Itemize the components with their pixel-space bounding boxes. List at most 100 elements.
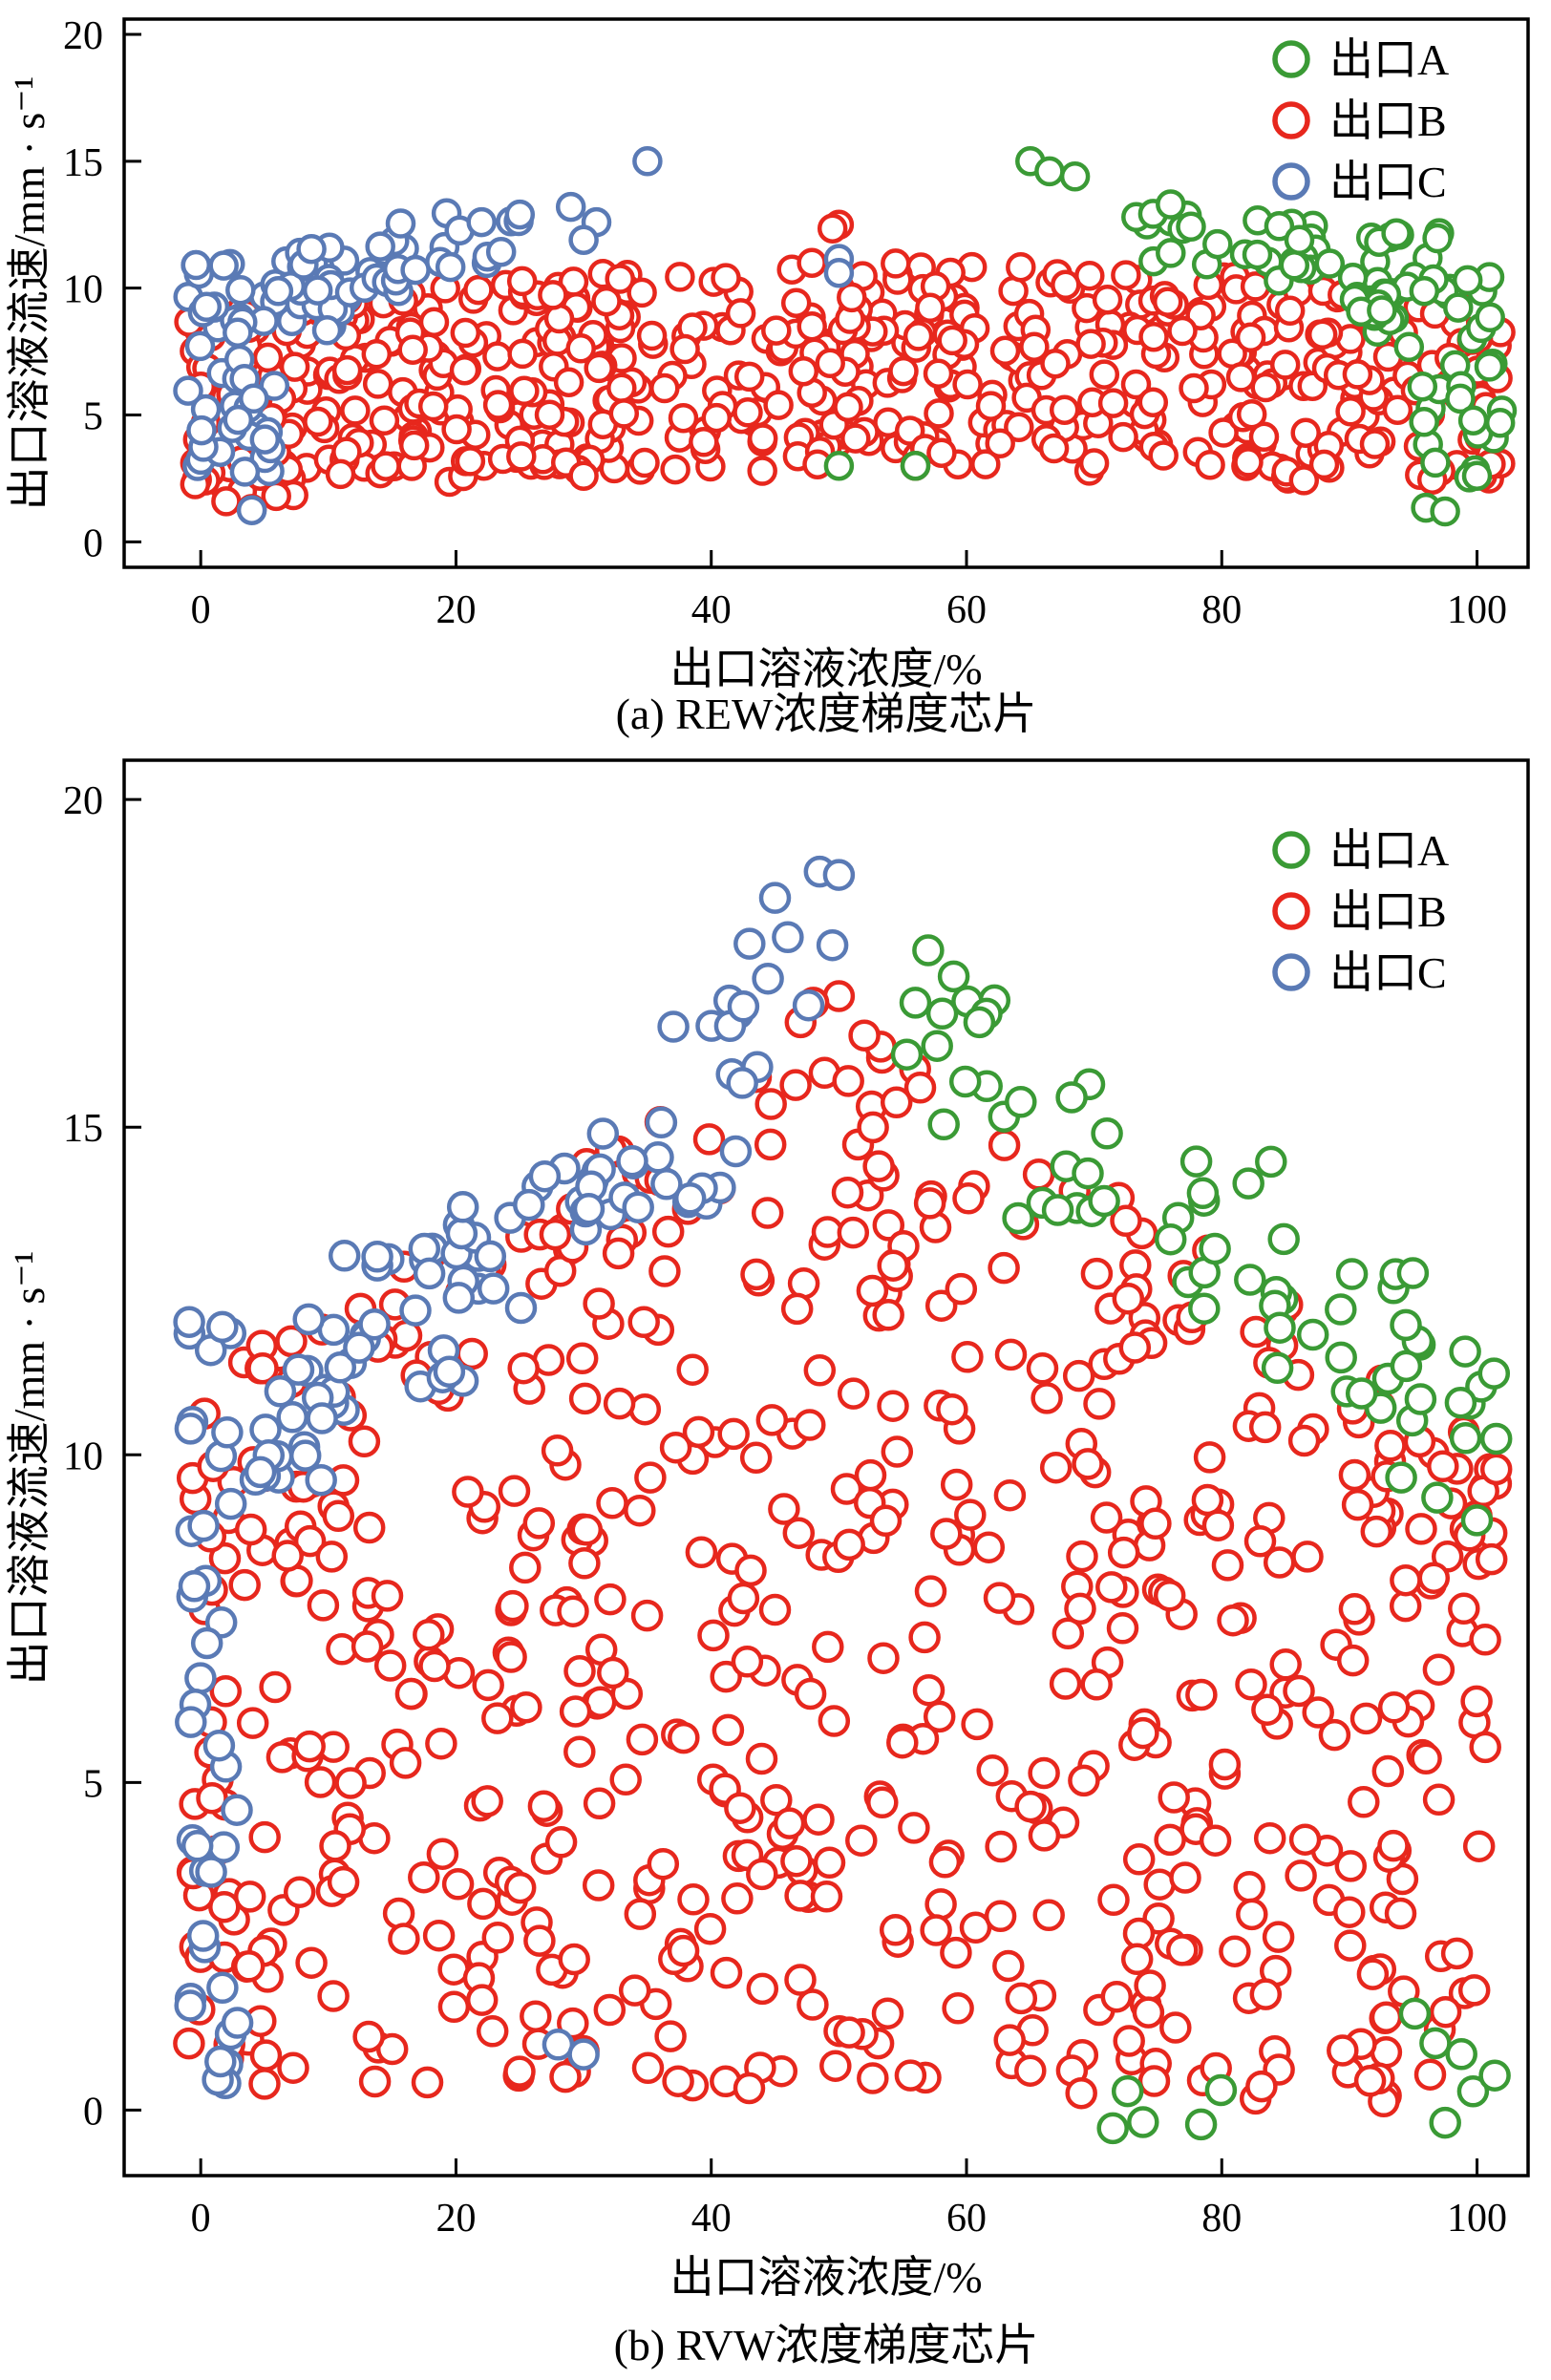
data-point (1477, 1357, 1511, 1390)
data-point (1307, 319, 1338, 351)
data-point (1429, 2106, 1461, 2139)
data-point (1462, 1830, 1496, 1862)
data-point (358, 1307, 391, 1341)
data-point (246, 1351, 279, 1385)
data-point (803, 1354, 837, 1387)
data-point (1199, 1824, 1232, 1857)
data-point (1393, 331, 1425, 363)
data-point (315, 1541, 349, 1573)
data-point (1108, 421, 1138, 453)
data-point (701, 402, 733, 434)
data-point (1290, 417, 1321, 448)
data-point (482, 390, 514, 420)
data-point (1422, 223, 1453, 254)
data-point (187, 1509, 220, 1542)
data-point (1261, 1351, 1294, 1385)
data-point (1335, 396, 1366, 427)
x-axis-title: 出口溶液浓度/% (669, 645, 982, 688)
legend-label: 出口B (1329, 96, 1447, 145)
data-point (1269, 350, 1301, 380)
data-point (727, 990, 760, 1023)
data-point (1456, 2075, 1490, 2108)
data-point (452, 1476, 484, 1508)
data-point (1264, 211, 1295, 242)
data-point (352, 2020, 385, 2053)
data-point (568, 1382, 602, 1415)
data-point (677, 1883, 710, 1916)
data-point (1188, 1292, 1221, 1325)
data-point (928, 1846, 962, 1879)
data-point (184, 1662, 217, 1694)
legend-marker (1272, 831, 1310, 869)
legend-marker (1272, 162, 1310, 201)
data-point (1051, 269, 1081, 301)
legend-label: 出口C (1329, 948, 1447, 997)
data-point (211, 486, 242, 517)
data-point (1338, 1458, 1371, 1492)
data-point (1449, 1422, 1482, 1455)
data-point (648, 1255, 681, 1287)
data-point (1204, 2073, 1238, 2107)
data-point (993, 2024, 1026, 2056)
data-point (1342, 359, 1373, 390)
x-tick-label: 20 (436, 2197, 476, 2241)
data-point (1107, 1536, 1140, 1569)
data-point (229, 457, 261, 487)
data-point (634, 1461, 667, 1494)
data-point (225, 274, 256, 306)
data-point (1335, 1258, 1369, 1290)
data-point (1448, 1592, 1480, 1626)
data-point (570, 1514, 604, 1546)
data-point (609, 1763, 642, 1796)
data-point (1461, 460, 1493, 492)
data-point (914, 1575, 947, 1607)
data-point (877, 1249, 909, 1282)
data-point (295, 1946, 328, 1979)
data-point (1236, 398, 1267, 430)
data-point (1233, 447, 1264, 478)
data-point (523, 1924, 556, 1957)
data-point (668, 1721, 700, 1754)
data-point (1030, 1382, 1063, 1414)
data-point (1409, 407, 1439, 437)
data-point (1179, 1145, 1213, 1178)
data-point (1469, 1624, 1501, 1656)
data-point (1390, 1308, 1422, 1342)
data-point (1039, 1451, 1073, 1484)
figure-a: 0 20 40 60 80 100 0 5 10 15 20 出口溶液浓度/% 出口溶液流速/mm · … (0, 8, 1551, 741)
data-point (279, 351, 310, 382)
data-point (1345, 1377, 1378, 1410)
figure-b: 0 20 40 60 80 100 0 5 10 15 20 出口溶液浓度/% 出口溶液流速/mm · … (0, 741, 1551, 2372)
data-point (787, 1267, 820, 1300)
data-point (1080, 1668, 1113, 1701)
data-point (358, 2065, 392, 2098)
data-point (1381, 218, 1412, 249)
data-point (1385, 1461, 1417, 1494)
data-point (544, 1826, 578, 1859)
data-point (773, 1807, 806, 1839)
data-point (513, 1188, 545, 1222)
data-point (506, 441, 537, 472)
data-point (305, 1463, 337, 1497)
data-point (221, 2007, 254, 2039)
data-point (1138, 321, 1169, 352)
data-point (668, 402, 699, 434)
data-point (1334, 1929, 1367, 1962)
data-point (474, 1240, 507, 1273)
data-point (819, 2050, 852, 2082)
data-point (263, 276, 294, 307)
data-point (920, 1914, 952, 1946)
points-layer (173, 855, 1513, 2145)
data-point (654, 2020, 687, 2052)
data-point (275, 1325, 308, 1358)
data-point (1166, 1934, 1199, 1966)
data-point (1110, 1204, 1142, 1238)
data-point (596, 1487, 628, 1519)
data-point (940, 1468, 973, 1501)
data-point (1377, 1691, 1411, 1724)
data-point (711, 263, 741, 293)
data-point (276, 1401, 308, 1434)
data-point (629, 447, 660, 478)
data-point (559, 1695, 592, 1728)
data-point (1199, 1232, 1231, 1265)
